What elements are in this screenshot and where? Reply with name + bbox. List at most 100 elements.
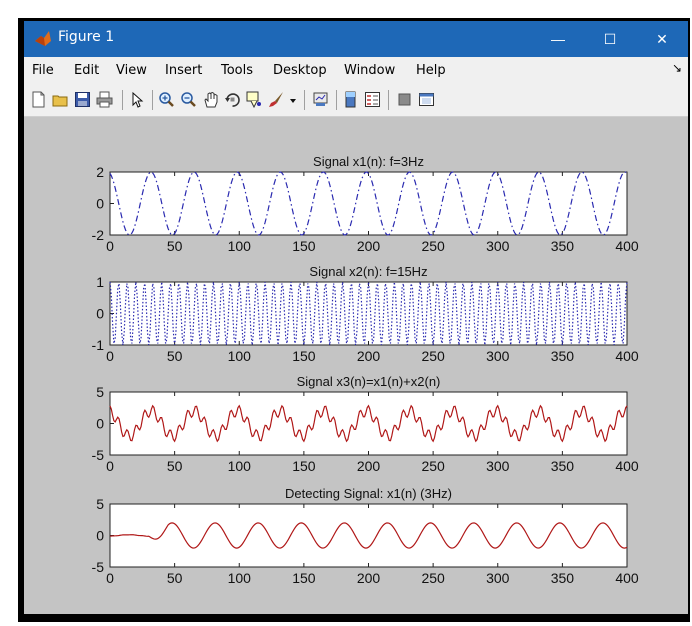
x-tick-label: 300 (486, 238, 510, 254)
x-tick-label: 100 (228, 348, 252, 364)
axes-2[interactable] (109, 281, 628, 346)
print-icon[interactable] (96, 91, 113, 108)
x-tick-label: 400 (615, 458, 639, 474)
x-tick-label: 50 (167, 570, 183, 586)
x-tick-label: 250 (421, 348, 445, 364)
zoom-out-icon[interactable] (180, 91, 197, 108)
toolbar-separator (152, 90, 153, 110)
x-tick-label: 300 (486, 570, 510, 586)
x-tick-label: 200 (357, 458, 381, 474)
x-tick-label: 50 (167, 238, 183, 254)
zoom-in-icon[interactable] (158, 91, 175, 108)
x-tick-label: 150 (292, 458, 316, 474)
x-tick-label: 250 (421, 570, 445, 586)
menu-window[interactable]: Window (344, 63, 396, 78)
link-plot-icon[interactable] (312, 91, 329, 108)
show-plot-tools-icon[interactable] (418, 91, 435, 108)
y-tick-label: -5 (92, 559, 105, 575)
x-tick-label: 0 (106, 570, 114, 586)
x-tick-label: 250 (421, 458, 445, 474)
window-title: Figure 1 (58, 29, 115, 45)
y-tick-label: 5 (96, 384, 104, 400)
maximize-button[interactable]: ☐ (603, 31, 617, 47)
series-line-2 (109, 281, 628, 346)
x-tick-label: 0 (106, 348, 114, 364)
y-tick-label: 0 (96, 416, 104, 432)
toolbar (24, 84, 688, 117)
x-tick-label: 300 (486, 458, 510, 474)
x-tick-label: 150 (292, 570, 316, 586)
x-tick-label: 350 (551, 458, 575, 474)
x-tick-label: 0 (106, 458, 114, 474)
x-tick-label: 400 (615, 238, 639, 254)
menu-bar: File Edit View Insert Tools Desktop Wind… (24, 57, 688, 84)
menu-insert[interactable]: Insert (165, 63, 203, 78)
data-cursor-icon[interactable] (246, 91, 263, 108)
x-tick-label: 350 (551, 348, 575, 364)
toolbar-separator (388, 90, 389, 110)
menu-view[interactable]: View (116, 63, 147, 78)
x-tick-label: 200 (357, 570, 381, 586)
hide-plot-tools-icon[interactable] (396, 91, 413, 108)
figure-canvas[interactable]: Signal x1(n): f=3Hz 2 0 -2 0 50 100 150 200 250 30… (24, 117, 688, 614)
toolbar-separator (122, 90, 123, 110)
rotate-3d-icon[interactable] (224, 91, 241, 108)
series-line-1 (109, 171, 628, 236)
x-tick-label: 250 (421, 238, 445, 254)
close-button[interactable]: ✕ (656, 31, 668, 47)
minimize-button[interactable]: — (551, 31, 565, 47)
menu-help[interactable]: Help (416, 63, 446, 78)
menu-desktop[interactable]: Desktop (273, 63, 327, 78)
axes-4[interactable] (109, 503, 628, 568)
y-tick-label: -2 (92, 227, 105, 243)
menu-edit[interactable]: Edit (74, 63, 100, 78)
toolbar-separator (304, 90, 305, 110)
open-file-icon[interactable] (52, 91, 69, 108)
x-tick-label: 400 (615, 570, 639, 586)
subplot-title-3: Signal x3(n)=x1(n)+x2(n) (297, 374, 441, 389)
subplot-title-1: Signal x1(n): f=3Hz (313, 154, 424, 169)
x-tick-label: 300 (486, 348, 510, 364)
x-tick-label: 350 (551, 570, 575, 586)
y-tick-label: 0 (96, 528, 104, 544)
y-tick-label: 0 (96, 196, 104, 212)
axes-1[interactable] (109, 171, 628, 236)
save-icon[interactable] (74, 91, 91, 108)
x-tick-label: 200 (357, 238, 381, 254)
brush-icon[interactable] (268, 91, 285, 108)
x-tick-label: 150 (292, 238, 316, 254)
y-tick-label: 1 (96, 274, 104, 290)
y-tick-label: -5 (92, 447, 105, 463)
title-bar[interactable]: Figure 1 — ☐ ✕ (24, 21, 688, 57)
subplot-title-2: Signal x2(n): f=15Hz (309, 264, 427, 279)
x-tick-label: 0 (106, 238, 114, 254)
x-tick-label: 400 (615, 348, 639, 364)
x-tick-label: 100 (228, 238, 252, 254)
x-tick-label: 200 (357, 348, 381, 364)
menu-file[interactable]: File (32, 63, 54, 78)
x-tick-label: 100 (228, 458, 252, 474)
toolbar-separator (336, 90, 337, 110)
x-tick-label: 350 (551, 238, 575, 254)
x-tick-label: 50 (167, 348, 183, 364)
y-tick-label: 0 (96, 306, 104, 322)
y-tick-label: 2 (96, 164, 104, 180)
x-tick-label: 50 (167, 458, 183, 474)
x-tick-label: 150 (292, 348, 316, 364)
pointer-icon[interactable] (128, 91, 145, 108)
y-tick-label: -1 (92, 337, 105, 353)
dropdown-arrow-icon[interactable] (288, 91, 298, 108)
series-line-3 (109, 404, 628, 443)
x-tick-label: 100 (228, 570, 252, 586)
axes-3[interactable] (109, 391, 628, 456)
menu-tools[interactable]: Tools (221, 63, 254, 78)
pan-icon[interactable] (202, 91, 219, 108)
series-line-4 (109, 522, 628, 549)
y-tick-label: 5 (96, 496, 104, 512)
colorbar-icon[interactable] (342, 91, 359, 108)
legend-icon[interactable] (364, 91, 381, 108)
new-figure-icon[interactable] (30, 91, 47, 108)
menu-overflow-icon[interactable]: ↘ (671, 61, 682, 75)
matlab-icon (35, 31, 51, 46)
